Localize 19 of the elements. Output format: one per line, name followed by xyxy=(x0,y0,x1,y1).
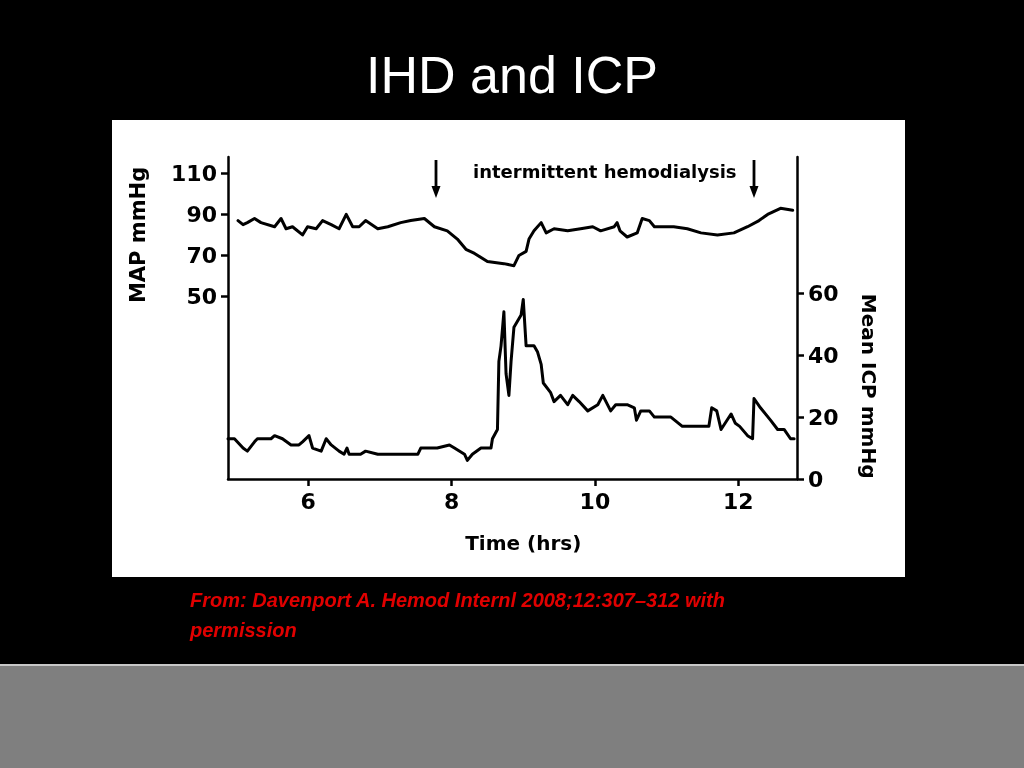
annotation: intermittent hemodialysis xyxy=(473,161,737,183)
x-tick-label: 10 xyxy=(579,488,611,514)
y-tick-label: 50 xyxy=(186,283,217,309)
line-series xyxy=(236,206,795,268)
y-tick-label: 110 xyxy=(171,160,217,186)
chart-title: IHD and ICP xyxy=(365,45,659,106)
x-axis-title: Time (hrs) xyxy=(465,531,582,555)
y2-tick-label: 20 xyxy=(808,404,839,430)
x-tick-label: 12 xyxy=(722,488,754,514)
y-tick-label: 90 xyxy=(186,201,217,227)
x-tick-label: 8 xyxy=(443,488,460,514)
text: From: Davenport A. Hemod Internl 2008;12:307–312 with permission xyxy=(190,588,726,643)
y2-axis-title: Mean ICP mmHg xyxy=(857,293,881,479)
x-tick-label: 6 xyxy=(300,488,316,514)
y2-tick-label: 40 xyxy=(808,342,839,368)
y2-tick-label: 60 xyxy=(808,280,839,306)
y-tick-label: 70 xyxy=(186,242,217,268)
y2-tick-label: 0 xyxy=(808,466,824,492)
y-axis-title: MAP mmHg xyxy=(126,166,150,304)
